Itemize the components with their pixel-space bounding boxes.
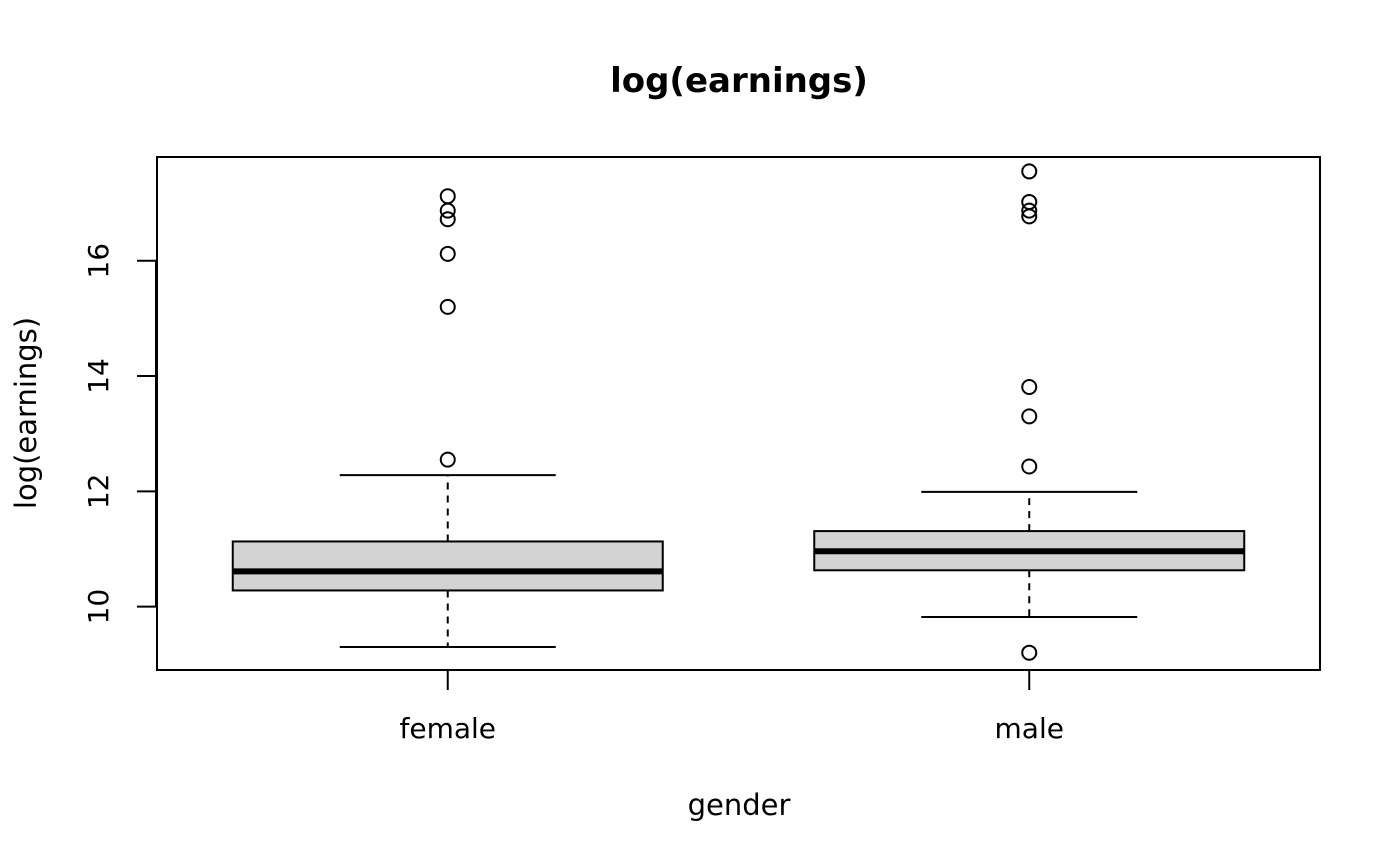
outlier-point — [1021, 202, 1038, 219]
x-tick-label: female — [399, 712, 496, 745]
outlier-point — [439, 451, 456, 468]
outlier-point — [1021, 644, 1038, 661]
y-axis: 10 12 14 16 — [82, 243, 157, 625]
outlier-point — [1021, 408, 1038, 425]
outlier-point — [1021, 378, 1038, 395]
boxes-layer — [231, 163, 1246, 661]
y-tick-label: 10 — [82, 589, 115, 625]
outlier-point — [1021, 193, 1038, 210]
outlier-point — [439, 202, 456, 219]
y-axis-label: log(earnings) — [9, 317, 43, 509]
x-tick-label: male — [995, 712, 1064, 745]
chart-title: log(earnings) — [610, 61, 868, 101]
outlier-point — [439, 245, 456, 262]
y-tick-label: 14 — [82, 358, 115, 394]
outlier-point — [439, 211, 456, 228]
x-axis: female male — [399, 671, 1064, 745]
y-tick-label: 16 — [82, 243, 115, 279]
iqr-box — [231, 540, 664, 592]
outlier-point — [1021, 458, 1038, 475]
outlier-point — [439, 188, 456, 205]
box-group-female — [231, 188, 664, 648]
box-group-male — [813, 163, 1246, 661]
outlier-point — [439, 298, 456, 315]
outlier-point — [1021, 163, 1038, 180]
y-tick-label: 12 — [82, 473, 115, 509]
x-axis-label: gender — [688, 788, 791, 822]
plot-frame — [156, 156, 1321, 671]
